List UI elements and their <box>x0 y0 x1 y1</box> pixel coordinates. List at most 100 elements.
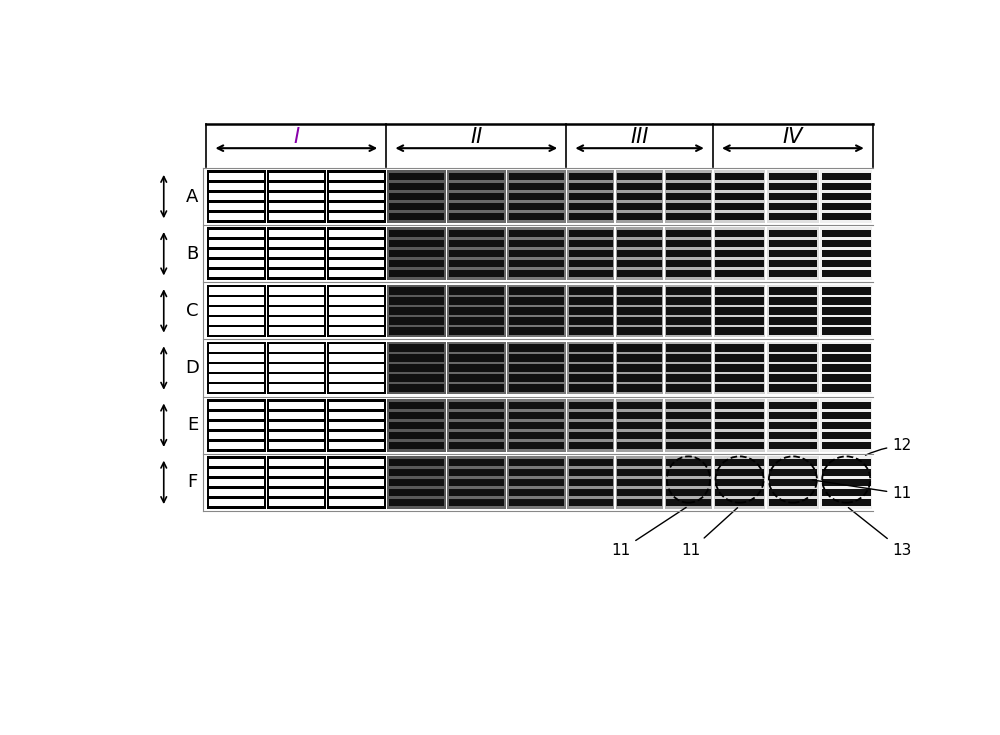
Bar <box>389 297 444 304</box>
Bar <box>329 469 384 476</box>
Bar <box>209 489 264 496</box>
Bar <box>715 297 764 304</box>
Bar <box>389 469 444 476</box>
Bar <box>329 442 384 449</box>
Bar <box>269 431 324 439</box>
Bar <box>509 270 564 277</box>
Bar <box>327 171 386 223</box>
Bar <box>569 374 613 381</box>
Bar <box>509 478 564 486</box>
Bar <box>509 250 564 257</box>
Bar <box>666 412 711 419</box>
Bar <box>666 297 711 304</box>
Bar <box>616 227 663 280</box>
Bar <box>769 401 817 409</box>
Bar <box>822 401 871 409</box>
Bar <box>509 489 564 496</box>
Bar <box>209 307 264 315</box>
Bar <box>822 354 871 362</box>
Bar <box>616 284 663 337</box>
Bar <box>715 203 764 210</box>
Bar <box>666 183 711 190</box>
Bar <box>715 354 764 362</box>
Bar <box>269 384 324 392</box>
Bar <box>509 498 564 506</box>
Bar <box>209 498 264 506</box>
Bar <box>617 478 662 486</box>
Bar <box>449 173 504 180</box>
Bar <box>666 213 711 220</box>
Text: IV: IV <box>783 127 803 148</box>
Bar <box>567 342 614 395</box>
Bar <box>507 227 566 280</box>
Bar <box>617 459 662 466</box>
Bar <box>569 354 613 362</box>
Bar <box>822 318 871 325</box>
Bar <box>269 374 324 381</box>
Bar <box>767 284 819 337</box>
Bar <box>329 421 384 429</box>
Bar <box>617 203 662 210</box>
Bar <box>666 365 711 372</box>
Bar <box>569 193 613 200</box>
Bar <box>715 230 764 237</box>
Bar <box>267 399 326 451</box>
Bar <box>329 412 384 419</box>
Bar <box>209 297 264 304</box>
Bar <box>267 227 326 280</box>
Bar <box>449 344 504 352</box>
Bar <box>666 250 711 257</box>
Bar <box>329 250 384 257</box>
Bar <box>447 284 506 337</box>
Bar <box>329 354 384 362</box>
Bar <box>769 498 817 506</box>
Bar <box>769 173 817 180</box>
Bar <box>329 270 384 277</box>
Bar <box>209 260 264 268</box>
Bar <box>449 230 504 237</box>
Bar <box>666 354 711 362</box>
Bar <box>329 318 384 325</box>
Bar <box>507 399 566 451</box>
Bar <box>509 193 564 200</box>
Bar <box>617 374 662 381</box>
Text: II: II <box>470 127 482 148</box>
Bar <box>617 327 662 334</box>
Bar <box>447 399 506 451</box>
Bar <box>715 287 764 295</box>
Bar <box>329 374 384 381</box>
Bar <box>820 456 872 509</box>
Bar <box>509 354 564 362</box>
Bar <box>327 342 386 395</box>
Bar <box>329 431 384 439</box>
Bar <box>617 173 662 180</box>
Bar <box>666 193 711 200</box>
Bar <box>715 374 764 381</box>
Bar <box>389 442 444 449</box>
Bar <box>449 365 504 372</box>
Bar <box>769 431 817 439</box>
Bar <box>389 374 444 381</box>
Bar <box>329 307 384 315</box>
Bar <box>769 469 817 476</box>
Bar <box>327 456 386 509</box>
Bar <box>269 318 324 325</box>
Bar <box>822 412 871 419</box>
Bar <box>449 384 504 392</box>
Bar <box>269 498 324 506</box>
Bar <box>207 342 266 395</box>
Bar <box>209 203 264 210</box>
Bar <box>329 240 384 248</box>
Bar <box>509 459 564 466</box>
Bar <box>509 287 564 295</box>
Bar <box>509 307 564 315</box>
Bar <box>509 230 564 237</box>
Bar <box>769 260 817 268</box>
Bar <box>715 327 764 334</box>
Bar <box>822 327 871 334</box>
Bar <box>617 401 662 409</box>
Bar <box>509 344 564 352</box>
Bar <box>822 431 871 439</box>
Bar <box>769 230 817 237</box>
Bar <box>569 421 613 429</box>
